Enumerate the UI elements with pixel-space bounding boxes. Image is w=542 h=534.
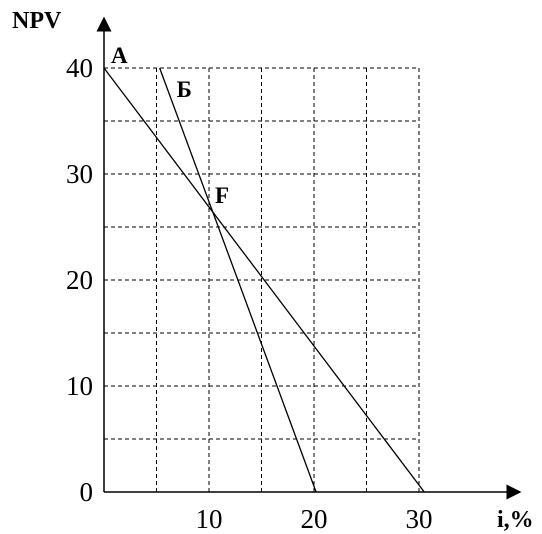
y-tick-label: 0 [80,477,94,507]
series-label-b: Б [177,77,192,102]
chart-grid [104,67,420,492]
chart-tick-labels: 0 10 20 30 40 10 20 30 [66,53,433,534]
x-tick-label: 30 [406,504,433,534]
x-axis-label: i,% [497,507,534,533]
intersection-label: F [215,183,229,208]
y-tick-label: 20 [66,265,93,295]
y-tick-label: 40 [66,53,93,83]
series-label-a: A [111,43,128,68]
chart-series [103,67,425,493]
series-line-b [159,67,317,493]
x-tick-label: 10 [196,504,223,534]
y-tick-label: 30 [66,159,93,189]
chart-axes [96,16,522,500]
series-line-a [103,67,425,493]
y-tick-label: 10 [66,371,93,401]
chart-labels: NPV i,% [12,8,534,533]
series-labels: A Б F [111,43,229,208]
x-tick-label: 20 [301,504,328,534]
y-axis-label: NPV [12,8,62,34]
